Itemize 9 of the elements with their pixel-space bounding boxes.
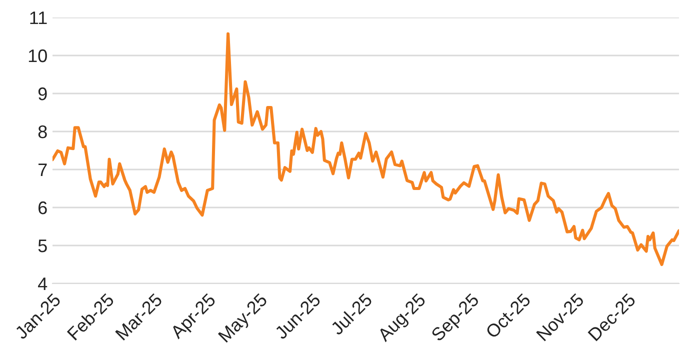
y-tick-label: 4 [38, 278, 48, 290]
y-tick-label: 8 [38, 125, 47, 138]
y-tick-label: 11 [30, 12, 47, 24]
y-tick-label: 9 [38, 87, 47, 100]
y-tick-label: 6 [38, 201, 47, 214]
y-tick-label: 10 [28, 49, 47, 62]
y-tick-label: 7 [38, 164, 47, 176]
y-tick-label: 5 [38, 240, 47, 252]
line-series [52, 32, 679, 266]
